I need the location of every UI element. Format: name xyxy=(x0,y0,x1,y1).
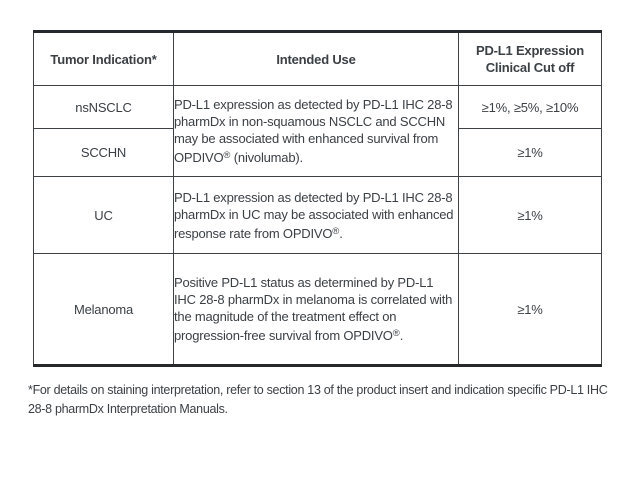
cell-cutoff-uc: ≥1% xyxy=(458,176,602,254)
registered-trademark-sup: ® xyxy=(392,328,400,339)
intended-use-text: Positive PD-L1 status as determined by P… xyxy=(174,275,453,343)
intended-use-text: PD-L1 expression as detected by PD-L1 IH… xyxy=(174,189,454,241)
registered-trademark-sup: ® xyxy=(223,150,231,161)
cell-cutoff-scchn: ≥1% xyxy=(458,128,602,177)
cell-intended-use-uc: PD-L1 expression as detected by PD-L1 IH… xyxy=(173,176,459,254)
cell-indication-uc: UC xyxy=(33,176,174,254)
cell-indication-nsnsclc: nsNSCLC xyxy=(33,85,174,129)
cell-intended-use-melanoma: Positive PD-L1 status as determined by P… xyxy=(173,253,459,366)
document-page: Tumor Indication* Intended Use PD-L1 Exp… xyxy=(0,30,630,480)
registered-trademark-sup: ® xyxy=(332,225,340,237)
cell-cutoff-melanoma: ≥1% xyxy=(458,253,602,366)
intended-use-text: PD-L1 expression as detected by PD-L1 IH… xyxy=(174,97,453,165)
table-row: SCCHN ≥1% xyxy=(33,128,602,177)
header-tumor-indication: Tumor Indication* xyxy=(33,31,174,86)
cell-cutoff-nsnsclc: ≥1%, ≥5%, ≥10% xyxy=(458,85,602,129)
table-header-row: Tumor Indication* Intended Use PD-L1 Exp… xyxy=(33,31,602,86)
cell-indication-scchn: SCCHN xyxy=(33,128,174,177)
cell-indication-melanoma: Melanoma xyxy=(33,253,174,366)
intended-use-text-end: . xyxy=(399,328,404,343)
intended-use-text-end: (nivolumab). xyxy=(230,150,303,165)
intended-use-text-end: . xyxy=(339,225,343,241)
table-row: nsNSCLC PD-L1 expression as detected by … xyxy=(33,85,602,177)
header-clinical-cutoff: PD-L1 Expression Clinical Cut off xyxy=(458,31,602,86)
pdl1-indication-table: Tumor Indication* Intended Use PD-L1 Exp… xyxy=(33,30,602,367)
cell-intended-use-nsnsclc-scchn: PD-L1 expression as detected by PD-L1 IH… xyxy=(173,85,459,177)
table-row: UC PD-L1 expression as detected by PD-L1… xyxy=(33,176,602,254)
table-row: Melanoma Positive PD-L1 status as determ… xyxy=(33,253,602,366)
header-intended-use: Intended Use xyxy=(173,31,459,86)
staining-interpretation-footnote: *For details on staining interpretation,… xyxy=(28,383,608,416)
